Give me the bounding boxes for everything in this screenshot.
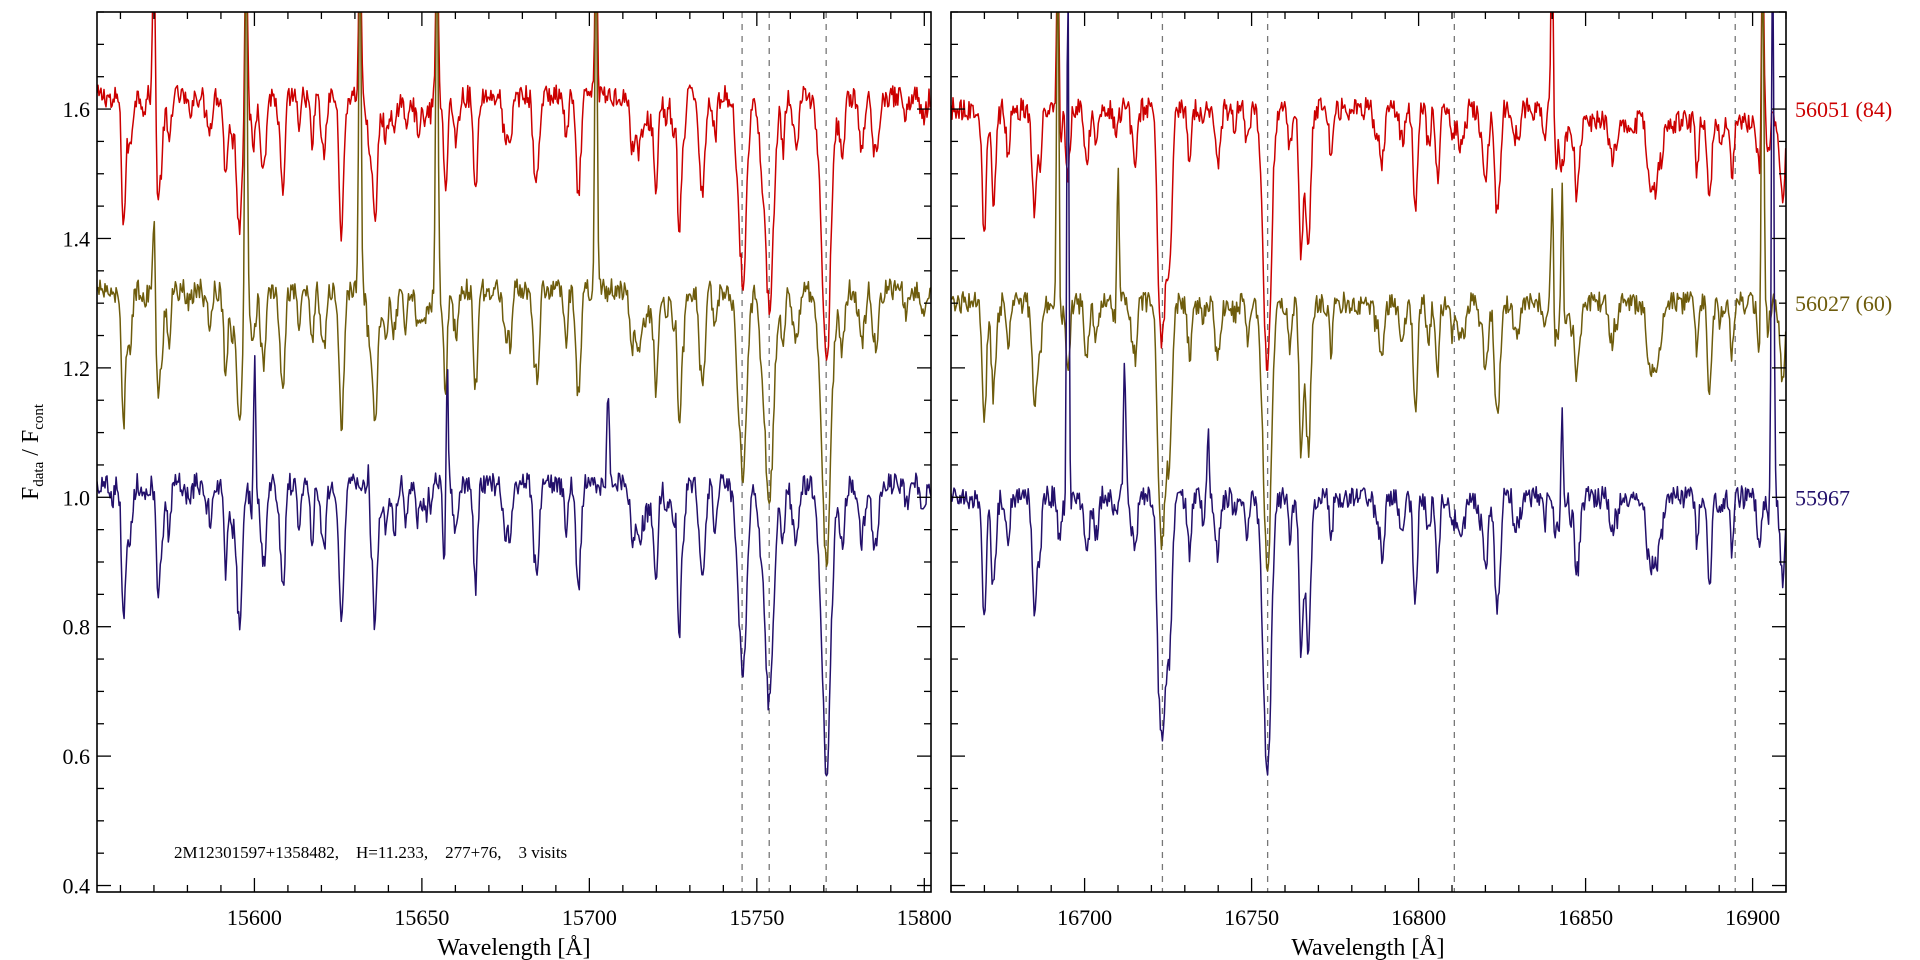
- y-label-sub-cont: cont: [31, 403, 47, 430]
- spectra-group: [951, 12, 1786, 776]
- left-panel: 15600 15650 15700 15750 15800: [96, 11, 952, 930]
- x-tick-label: 16750: [1224, 905, 1279, 930]
- x-axis-label-left: Wavelength [Å]: [437, 935, 590, 960]
- spectrum-line-56027: [951, 12, 1786, 572]
- series-label: 56051 (84): [1795, 97, 1892, 122]
- x-tick-label: 15700: [562, 905, 617, 930]
- spectrum-line-56051: [951, 12, 1786, 371]
- y-label-f: F: [18, 487, 44, 500]
- x-tick-label: 16800: [1391, 905, 1446, 930]
- y-tick-label: 0.4: [63, 874, 91, 899]
- right-panel: 16700 16750 16800 16850 16900: [950, 11, 1787, 930]
- panel-frame: [96, 11, 932, 893]
- star-annotation: 2M12301597+1358482, H=11.233, 277+76, 3 …: [174, 843, 567, 862]
- y-tick-label: 1.2: [63, 356, 91, 381]
- panel-frame: [950, 11, 1787, 893]
- x-tick-label: 15600: [227, 905, 282, 930]
- y-tick-label: 1.4: [63, 226, 91, 251]
- y-axis-label: Fdata / Fcont: [18, 403, 47, 500]
- series-label: 55967: [1795, 485, 1850, 510]
- y-tick-label: 1.6: [63, 97, 91, 122]
- series-label: 56027 (60): [1795, 291, 1892, 316]
- x-tick-label: 15650: [394, 905, 449, 930]
- x-tick-label: 15750: [729, 905, 784, 930]
- x-tick-label: 16700: [1057, 905, 1112, 930]
- y-tick-label: 0.8: [63, 615, 91, 640]
- x-tick-label: 15800: [897, 905, 952, 930]
- x-axis-label-right: Wavelength [Å]: [1291, 935, 1444, 960]
- spectrum-line-55967: [97, 354, 931, 777]
- spectrum-line-56027: [97, 12, 931, 568]
- y-tick-label: 0.6: [63, 744, 91, 769]
- x-tick-label: 16850: [1558, 905, 1613, 930]
- y-tick-label: 1.0: [63, 485, 91, 510]
- y-label-slash: / F: [18, 430, 44, 462]
- series-labels: 56051 (84) 56027 (60) 55967: [1795, 97, 1892, 510]
- spectrum-line-55967: [951, 12, 1786, 776]
- spectra-group: [97, 12, 931, 777]
- y-label-sub-data: data: [31, 461, 47, 486]
- y-axis-tick-labels: 0.4 0.6 0.8 1.0 1.2 1.4 1.6: [63, 97, 91, 898]
- x-tick-label: 16900: [1725, 905, 1780, 930]
- spectrum-line-56051: [97, 12, 931, 361]
